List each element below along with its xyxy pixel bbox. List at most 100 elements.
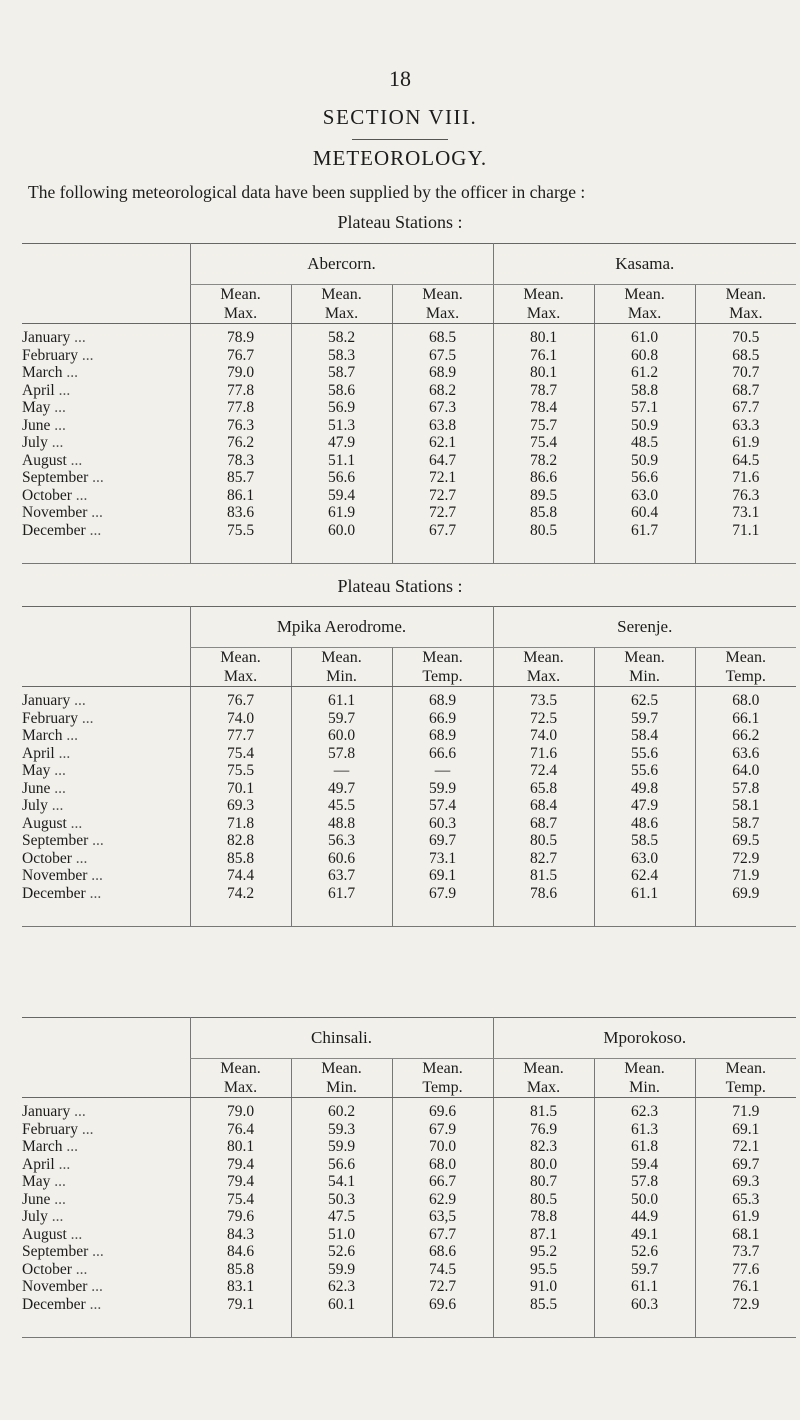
value-cell: 58.7 [694,814,796,832]
month-cell: October ... [22,1261,190,1279]
month-name: September [22,832,89,849]
table-row: September ... 82.8 56.3 69.7 80.5 58.5 69.5 [22,832,796,850]
value-cell: 50.9 [593,451,696,469]
value-cell: 64.0 [694,762,796,780]
month-cell: May ... [22,1173,190,1191]
table-row: August ... 84.3 51.0 67.7 87.1 49.1 68.1 [22,1225,796,1243]
month-name: January [22,329,71,346]
value-cell: 80.1 [492,323,595,347]
value-cell: 73.1 [694,504,797,522]
value-cell: 57.8 [290,744,392,762]
table-row: October ... 85.8 59.9 74.5 95.5 59.7 77.6 [22,1260,796,1279]
month-cell: February ... [22,710,190,728]
value-cell: 73.7 [694,1243,796,1261]
month-cell: January ... [22,324,190,347]
value-cell: 78.4 [492,399,595,417]
leader-dots: ... [75,849,88,867]
month-name: June [22,1190,51,1208]
month-cell: September ... [22,832,190,850]
column-header-line-1: Mean. [523,649,564,666]
value-cell: 52.6 [593,1243,695,1261]
column-header: Mean. Max. [492,647,594,687]
column-header-line-1: Mean. [725,1060,766,1077]
page-number: 18 [389,66,411,91]
value-cell: 80.5 [492,521,595,564]
value-cell: 63,5 [391,1208,493,1226]
month-name: February [22,709,78,727]
value-cell: 87.1 [492,1225,594,1243]
value-cell: 50.3 [290,1190,392,1208]
month-cell: December ... [22,885,190,927]
value-cell: 61.1 [593,1278,695,1296]
value-cell: 66.7 [391,1173,493,1191]
column-header-line-2: Max. [223,305,258,322]
column-header-line-2: Max. [729,305,763,322]
blank-cell [22,647,190,687]
month-cell: July ... [22,797,190,815]
leader-dots: ... [81,709,94,727]
station-name: Abercorn. [189,243,494,285]
value-cell: 69.9 [694,884,796,927]
column-header: Mean. Max. [189,284,291,324]
value-cell: 72.7 [391,1278,493,1296]
month-name: September [22,1243,89,1260]
column-header-line-1: Mean. [523,286,564,303]
value-cell: 61.3 [593,1120,695,1138]
leader-dots: ... [91,1278,103,1295]
column-header: Mean. Min. [290,1058,392,1098]
value-cell: 72.5 [492,709,594,727]
table-row: November ... 83.1 62.3 72.7 91.0 61.1 76.1 [22,1278,796,1296]
leader-dots: ... [58,1155,71,1173]
value-cell: 64.5 [694,451,797,469]
value-cell: 62.3 [593,1097,695,1121]
value-cell: 63.8 [391,416,494,434]
value-cell: 79.1 [189,1295,291,1338]
table-row: December ... 75.5 60.0 67.7 80.5 61.7 71.1 [22,521,797,564]
column-header: Mean. Max. [290,284,392,324]
value-cell: 61.1 [593,884,695,927]
value-cell: 76.1 [492,346,595,364]
month-name: March [22,1138,63,1155]
month-cell: September ... [22,469,190,487]
value-cell: 67.7 [391,521,494,564]
column-header: Mean. Max. [593,284,696,324]
value-cell: 60.4 [593,504,696,522]
column-header-line-2: Max. [526,1079,561,1096]
value-cell: 61.0 [593,323,696,347]
value-cell: 59.4 [593,1155,695,1173]
value-cell: 60.2 [290,1097,392,1121]
value-cell: 60.0 [290,727,392,745]
value-cell: 56.6 [290,469,392,487]
value-cell: 45.5 [290,797,392,815]
month-name: February [22,346,78,364]
value-cell: 61.9 [694,434,797,452]
value-cell: 60.3 [391,814,493,832]
value-cell: 56.6 [290,1155,392,1173]
value-cell: 75.5 [189,521,291,564]
value-cell: 80.5 [492,832,594,850]
table-row: March ... 79.0 58.7 68.9 80.1 61.2 70.7 [22,364,797,382]
column-header-line-2: Temp. [725,668,766,685]
value-cell: 69.1 [391,867,493,885]
value-cell: 55.6 [593,762,695,780]
value-cell: 72.7 [391,504,494,522]
month-name: January [22,692,71,709]
column-header-line-1: Mean. [220,649,261,666]
value-cell: 51.3 [290,416,392,434]
value-cell: 67.3 [391,399,494,417]
value-cell: 82.8 [189,832,291,850]
month-name: November [22,867,88,884]
value-cell: 62.9 [391,1190,493,1208]
month-name: August [22,1225,67,1243]
value-cell: 61.7 [593,521,696,564]
leader-dots: ... [81,346,94,364]
leader-dots: ... [74,692,86,709]
value-cell: 66.2 [694,727,796,745]
column-header-line-2: Temp. [422,668,463,685]
value-cell: 76.9 [492,1120,594,1138]
value-cell: 70.1 [189,779,291,797]
value-cell: 59.9 [290,1138,392,1156]
value-cell: 95.5 [492,1260,594,1278]
month-name: June [22,416,51,434]
value-cell: 82.7 [492,849,594,867]
